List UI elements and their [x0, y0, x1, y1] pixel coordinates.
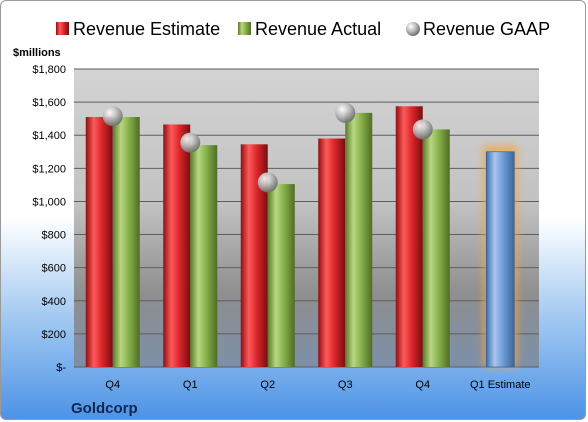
- y-tick-label: $200: [42, 329, 66, 341]
- bar-revenue-estimate: [163, 124, 191, 367]
- legend-label-revenue-gaap: Revenue GAAP: [423, 19, 550, 39]
- point-revenue-gaap: [257, 172, 278, 193]
- bar-revenue-estimate: [318, 138, 346, 367]
- y-tick-label: $1,000: [32, 196, 66, 208]
- plot-area: [74, 69, 539, 367]
- point-revenue-gaap: [412, 119, 433, 140]
- legend-swatch-revenue-gaap: [406, 22, 420, 36]
- legend-label-revenue-actual: Revenue Actual: [255, 19, 381, 39]
- bar-revenue-actual: [422, 129, 450, 367]
- bar-revenue-actual: [112, 117, 140, 367]
- legend: Revenue Estimate Revenue Actual Revenue GA…: [56, 19, 550, 39]
- y-tick-label: $400: [42, 296, 66, 308]
- bar-revenue-actual: [190, 145, 218, 367]
- legend-label-revenue-estimate: Revenue Estimate: [73, 19, 220, 39]
- x-tick-label: Q2: [260, 379, 275, 391]
- legend-swatch-revenue-estimate: [56, 22, 69, 35]
- y-tick-label: $800: [42, 230, 66, 242]
- legend-swatch-revenue-actual: [238, 22, 251, 35]
- y-tick-label: $1,400: [32, 130, 66, 142]
- gridlines: [74, 68, 539, 368]
- bar-revenue-estimate: [395, 106, 423, 367]
- y-tick-label: $-: [56, 362, 66, 374]
- bars: [85, 102, 518, 368]
- bar-revenue-actual: [267, 184, 295, 367]
- y-axis: $- $200 $400 $600 $800 $1,000 $1,200 $1,400 $1,6…: [32, 64, 66, 374]
- x-tick-label: Q1: [183, 379, 198, 391]
- x-axis: Q4 Q1 Q2 Q3 Q4 Q1 Estimate: [105, 379, 530, 391]
- bar-revenue-estimate: [85, 117, 113, 367]
- point-revenue-gaap: [335, 102, 356, 123]
- x-tick-label: Q4: [105, 379, 120, 391]
- company-name: Goldcorp: [71, 400, 138, 417]
- x-tick-label: Q4: [415, 379, 430, 391]
- bar-forecast-q1-estimate: [485, 151, 515, 368]
- y-tick-label: $1,200: [32, 163, 66, 175]
- y-tick-label: $1,800: [32, 64, 66, 76]
- unit-label: $millions: [13, 47, 61, 59]
- point-revenue-gaap: [180, 132, 201, 153]
- x-tick-label: Q3: [338, 379, 353, 391]
- y-tick-label: $1,600: [32, 97, 66, 109]
- x-tick-label: Q1 Estimate: [470, 379, 531, 391]
- y-tick-label: $600: [42, 263, 66, 275]
- bar-revenue-actual: [345, 112, 373, 367]
- point-revenue-gaap: [102, 106, 123, 127]
